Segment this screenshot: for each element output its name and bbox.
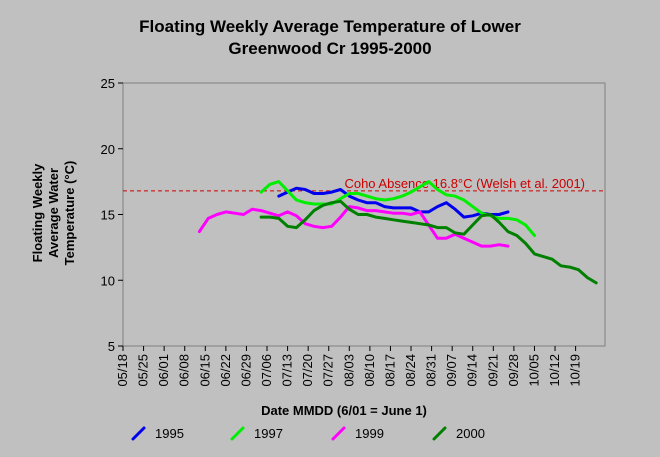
y-axis-ticks: 5 10 15 20 25 [101,76,123,354]
x-tick-label: 06/01 [156,354,171,387]
y-axis-title-line-2: Average Water [46,168,61,258]
series-line-2000 [259,199,598,285]
x-tick-label: 06/22 [218,354,233,387]
x-tick-label: 09/07 [444,354,459,387]
x-tick-label: 07/27 [321,354,336,387]
x-tick-label: 08/03 [341,354,356,387]
legend-label-2000: 2000 [456,426,485,441]
legend-swatch-1995 [131,426,146,441]
series-line-1999 [197,205,510,248]
legend-swatch-1999 [331,426,346,441]
x-tick-label: 09/28 [506,354,521,387]
x-tick-label: 08/17 [382,354,397,387]
legend-label-1999: 1999 [355,426,384,441]
x-tick-label: 10/19 [568,354,583,387]
x-axis-title: Date MMDD (6/01 = June 1) [261,403,427,418]
x-tick-label: 08/31 [424,354,439,387]
x-axis-ticks: 05/18 05/25 06/01 06/08 06/15 06/22 06/29 07/06… [115,346,583,387]
legend-swatch-2000 [432,426,447,441]
x-tick-label: 05/25 [136,354,151,387]
x-tick-label: 09/21 [485,354,500,387]
x-tick-label: 07/13 [280,354,295,387]
x-tick-label: 10/12 [547,354,562,387]
y-axis-title-line-1: Floating Weekly [30,163,45,262]
legend-label-1995: 1995 [155,426,184,441]
x-tick-label: 08/10 [362,354,377,387]
y-tick-label: 25 [101,76,115,91]
x-tick-label: 06/15 [197,354,212,387]
x-tick-label: 07/06 [259,354,274,387]
legend-swatch-1997 [230,426,245,441]
chart-title-line-2: Greenwood Cr 1995-2000 [228,39,431,58]
x-tick-label: 06/29 [238,354,253,387]
chart-title-line-1: Floating Weekly Average Temperature of L… [139,17,521,36]
x-tick-label: 07/20 [300,354,315,387]
legend-label-1997: 1997 [254,426,283,441]
y-tick-label: 5 [108,339,115,354]
x-tick-label: 05/18 [115,354,130,387]
y-tick-label: 15 [101,208,115,223]
x-tick-label: 08/24 [403,354,418,387]
series-line-1995 [277,186,510,219]
legend: 1995 1997 1999 2000 [131,426,485,441]
reference-line-label: Coho Absence 16.8°C (Welsh et al. 2001) [344,176,585,191]
reference-line-group: Coho Absence 16.8°C (Welsh et al. 2001) [123,176,605,192]
y-axis-title: Floating Weekly Average Water Temperatur… [30,161,77,266]
y-tick-label: 10 [101,273,115,288]
series-lines [197,180,598,285]
x-tick-label: 06/08 [177,354,192,387]
y-tick-label: 20 [101,142,115,157]
x-tick-label: 09/14 [465,354,480,387]
y-axis-title-line-3: Temperature (°C) [62,161,77,266]
x-tick-label: 10/05 [526,354,541,387]
